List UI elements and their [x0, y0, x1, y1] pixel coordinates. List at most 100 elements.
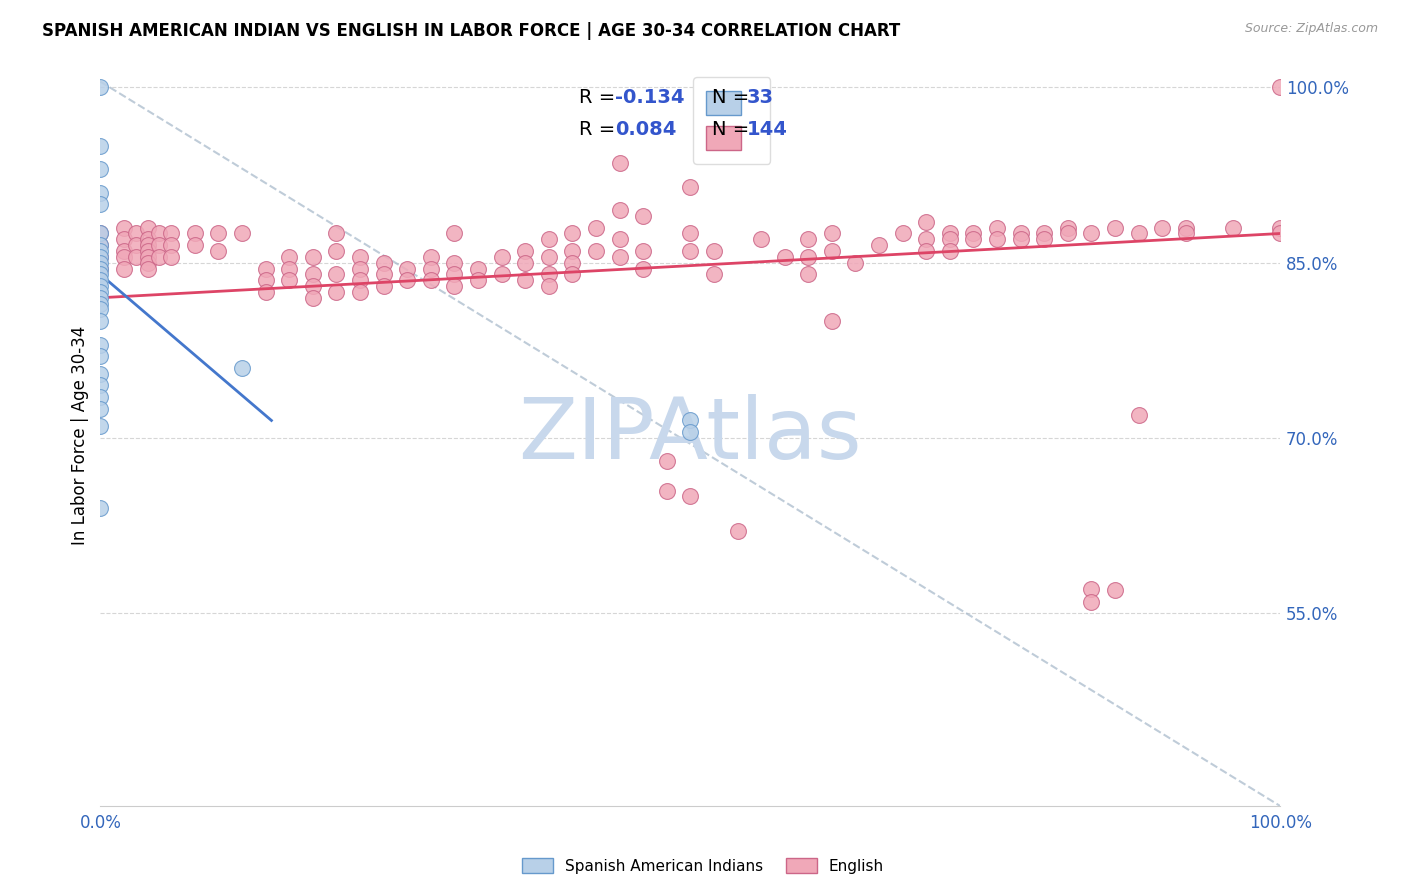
Point — [891, 227, 914, 241]
Point — [89, 261, 111, 276]
Text: 144: 144 — [747, 120, 787, 139]
Point — [1033, 232, 1056, 246]
Point — [1057, 220, 1080, 235]
Point — [89, 337, 111, 351]
Point — [125, 238, 148, 252]
Point — [125, 250, 148, 264]
Point — [443, 268, 465, 282]
Point — [184, 238, 207, 252]
Point — [89, 419, 111, 434]
Point — [148, 227, 170, 241]
Point — [89, 268, 111, 282]
Point — [160, 238, 183, 252]
Point — [915, 215, 938, 229]
Point — [89, 349, 111, 363]
Text: 33: 33 — [747, 88, 773, 107]
Point — [443, 279, 465, 293]
Point — [89, 238, 111, 252]
Point — [609, 232, 631, 246]
Point — [89, 261, 111, 276]
Point — [537, 279, 560, 293]
Point — [962, 232, 984, 246]
Point — [419, 273, 441, 287]
Point — [89, 197, 111, 211]
Point — [89, 273, 111, 287]
Point — [773, 250, 796, 264]
Point — [396, 261, 419, 276]
Point — [939, 244, 962, 258]
Point — [1128, 408, 1150, 422]
Text: N =: N = — [711, 88, 749, 107]
Point — [1033, 227, 1056, 241]
Point — [112, 232, 135, 246]
Point — [89, 378, 111, 392]
Point — [821, 227, 844, 241]
Point — [148, 238, 170, 252]
Point — [561, 256, 583, 270]
Point — [797, 232, 820, 246]
Point — [112, 261, 135, 276]
Point — [609, 156, 631, 170]
Point — [513, 244, 536, 258]
Point — [125, 227, 148, 241]
Point — [679, 425, 702, 439]
Point — [231, 360, 253, 375]
Point — [703, 268, 725, 282]
Point — [655, 454, 678, 468]
Point — [749, 232, 772, 246]
Point — [136, 232, 159, 246]
Text: N =: N = — [711, 120, 749, 139]
Point — [89, 285, 111, 299]
Point — [609, 250, 631, 264]
Point — [986, 232, 1008, 246]
Legend: , : , — [693, 78, 770, 164]
Point — [89, 250, 111, 264]
Point — [207, 244, 229, 258]
Point — [89, 367, 111, 381]
Point — [915, 232, 938, 246]
Point — [136, 244, 159, 258]
Point — [254, 285, 277, 299]
Text: R =: R = — [579, 120, 621, 139]
Point — [679, 244, 702, 258]
Point — [89, 238, 111, 252]
Text: -0.134: -0.134 — [614, 88, 685, 107]
Point — [89, 279, 111, 293]
Point — [513, 273, 536, 287]
Point — [396, 273, 419, 287]
Point — [561, 227, 583, 241]
Point — [301, 291, 323, 305]
Point — [301, 250, 323, 264]
Point — [679, 179, 702, 194]
Point — [136, 238, 159, 252]
Point — [89, 296, 111, 310]
Point — [797, 268, 820, 282]
Point — [679, 490, 702, 504]
Point — [349, 250, 371, 264]
Point — [1010, 227, 1032, 241]
Point — [373, 268, 395, 282]
Point — [89, 291, 111, 305]
Point — [631, 209, 654, 223]
Point — [89, 401, 111, 416]
Point — [184, 227, 207, 241]
Point — [1270, 227, 1292, 241]
Point — [679, 413, 702, 427]
Text: Source: ZipAtlas.com: Source: ZipAtlas.com — [1244, 22, 1378, 36]
Point — [349, 273, 371, 287]
Point — [513, 256, 536, 270]
Point — [148, 250, 170, 264]
Point — [325, 227, 347, 241]
Point — [136, 261, 159, 276]
Text: SPANISH AMERICAN INDIAN VS ENGLISH IN LABOR FORCE | AGE 30-34 CORRELATION CHART: SPANISH AMERICAN INDIAN VS ENGLISH IN LA… — [42, 22, 900, 40]
Point — [727, 524, 749, 539]
Point — [89, 390, 111, 404]
Point — [136, 250, 159, 264]
Point — [585, 244, 607, 258]
Point — [373, 279, 395, 293]
Point — [254, 261, 277, 276]
Point — [491, 250, 513, 264]
Point — [1128, 227, 1150, 241]
Point — [278, 261, 301, 276]
Point — [537, 250, 560, 264]
